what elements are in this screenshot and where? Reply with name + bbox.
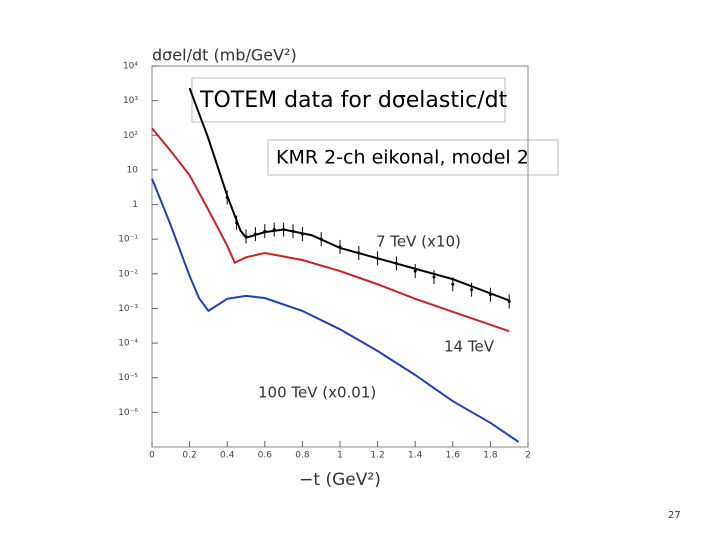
data-point (488, 293, 492, 297)
data-point (413, 269, 417, 273)
x-tick-label: 0.4 (220, 451, 235, 461)
y-tick-label: 10⁻² (118, 269, 138, 279)
data-point (376, 256, 380, 260)
series-label: 14 TeV (444, 338, 495, 356)
x-tick-label: 1.2 (370, 451, 384, 461)
y-tick-label: 10⁻³ (118, 304, 138, 314)
x-tick-label: 1.6 (446, 451, 461, 461)
chart-subtitle: KMR 2-ch eikonal, model 2 (276, 147, 529, 169)
data-point (291, 229, 295, 233)
title-box (191, 77, 506, 123)
x-tick-label: 1.4 (408, 451, 423, 461)
y-tick-label: 10 (127, 165, 139, 175)
y-tick-label: 10² (123, 131, 138, 141)
series-line (151, 178, 520, 443)
y-tick-label: 10⁻⁵ (118, 373, 138, 383)
data-point (451, 282, 455, 286)
x-tick-label: 1.8 (483, 451, 498, 461)
data-point (244, 234, 248, 238)
x-tick-label: 0.2 (182, 451, 196, 461)
data-point (394, 261, 398, 265)
data-point (235, 221, 239, 225)
data-point (300, 232, 304, 236)
x-tick-label: 0 (149, 451, 155, 461)
series-label: 100 TeV (x0.01) (258, 384, 376, 402)
x-tick-label: 0.6 (258, 451, 273, 461)
data-point (319, 237, 323, 241)
series-label: 7 TeV (x10) (376, 233, 461, 251)
x-tick-label: 0.8 (295, 451, 310, 461)
series-line (151, 127, 510, 333)
y-tick-label: 10⁻⁴ (118, 339, 138, 349)
data-point (282, 228, 286, 232)
y-axis-label: dσel/dt (mb/GeV²) (152, 46, 297, 65)
data-point (507, 299, 511, 303)
x-tick-label: 1 (337, 451, 343, 461)
x-axis-label: −t (GeV²) (299, 470, 381, 490)
page-number: 27 (668, 510, 681, 521)
y-tick-label: 10⁴ (123, 62, 138, 72)
y-tick-label: 1 (132, 200, 138, 210)
data-point (470, 288, 474, 292)
data-point (357, 251, 361, 255)
data-point (263, 229, 267, 233)
chart-title: TOTEM data for dσelastic/dt (199, 88, 508, 113)
data-point (253, 232, 257, 236)
y-tick-label: 10⁻¹ (118, 235, 138, 245)
data-point (338, 245, 342, 249)
x-tick-label: 2 (525, 451, 531, 461)
data-point (225, 195, 229, 199)
data-point (272, 228, 276, 232)
y-tick-label: 10⁻⁶ (118, 408, 138, 418)
subtitle-box (267, 139, 559, 176)
data-point (432, 275, 436, 279)
y-tick-label: 10³ (123, 96, 138, 106)
